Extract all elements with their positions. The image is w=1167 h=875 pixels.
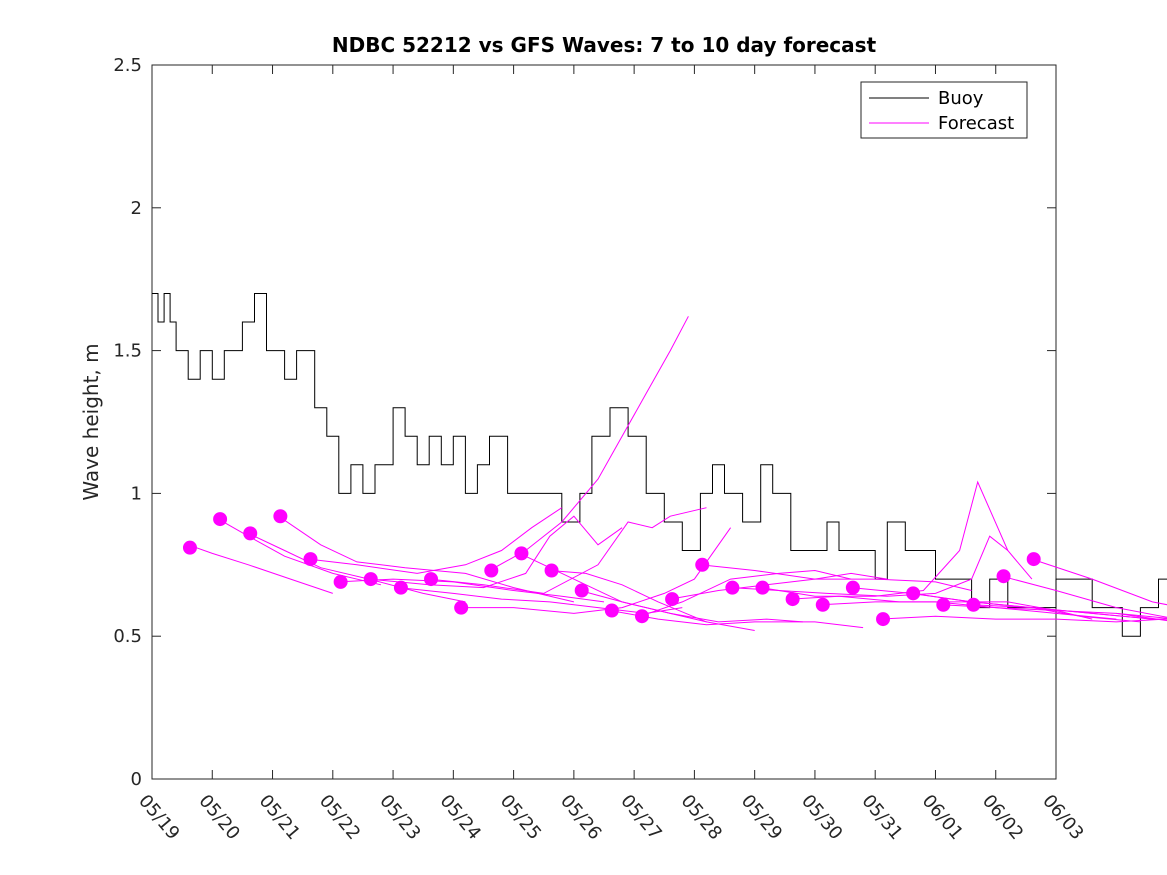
series-layer bbox=[152, 293, 1167, 637]
forecast-marker bbox=[514, 546, 529, 561]
forecast-series-line bbox=[609, 610, 864, 629]
chart-title: NDBC 52212 vs GFS Waves: 7 to 10 day for… bbox=[332, 33, 877, 57]
x-tick-label: 06/01 bbox=[918, 791, 967, 844]
x-tick-label: 05/29 bbox=[737, 791, 786, 844]
forecast-series-line bbox=[218, 518, 382, 586]
forecast-series-line bbox=[971, 604, 1167, 620]
forecast-marker bbox=[303, 552, 318, 567]
x-tick-label: 05/27 bbox=[616, 791, 665, 844]
forecast-series-line bbox=[820, 601, 1117, 620]
forecast-marker bbox=[273, 509, 288, 524]
forecast-marker bbox=[363, 572, 378, 587]
forecast-marker bbox=[243, 526, 258, 541]
forecast-series-line bbox=[368, 515, 623, 589]
forecast-series-line bbox=[549, 570, 755, 631]
plot-area bbox=[151, 64, 1057, 780]
x-tick-label: 06/02 bbox=[978, 791, 1027, 844]
x-tick-label: 05/20 bbox=[194, 791, 243, 844]
forecast-series-line bbox=[700, 564, 972, 591]
x-tick-label: 05/30 bbox=[797, 791, 846, 844]
forecast-marker bbox=[454, 600, 469, 615]
forecast-marker bbox=[544, 563, 559, 578]
buoy-series-line bbox=[152, 293, 1167, 637]
forecast-marker bbox=[393, 580, 408, 595]
y-tick-label: 2.5 bbox=[113, 55, 142, 76]
x-tick-label: 05/23 bbox=[375, 791, 424, 844]
y-tick-label: 2 bbox=[131, 198, 142, 219]
forecast-marker bbox=[665, 592, 680, 607]
forecast-series-line bbox=[188, 544, 333, 594]
forecast-series-line bbox=[338, 578, 605, 603]
x-tick-label: 05/28 bbox=[677, 791, 726, 844]
x-tick-label: 05/19 bbox=[134, 791, 183, 844]
forecast-series-line bbox=[760, 480, 1033, 597]
y-axis-label: Wave height, m bbox=[79, 343, 103, 500]
legend-label-forecast: Forecast bbox=[938, 113, 1014, 134]
forecast-marker bbox=[906, 586, 921, 601]
forecast-marker bbox=[182, 540, 197, 555]
forecast-series-line bbox=[941, 604, 1167, 619]
forecast-marker bbox=[484, 563, 499, 578]
legend-box bbox=[860, 81, 1028, 139]
forecast-series-line bbox=[579, 590, 803, 623]
legend: Buoy Forecast bbox=[860, 81, 1028, 139]
forecast-series-line bbox=[429, 507, 707, 594]
y-tick-label: 0 bbox=[131, 769, 142, 790]
forecast-marker bbox=[966, 597, 981, 612]
forecast-series-line bbox=[308, 507, 563, 574]
y-tick-label: 0.5 bbox=[113, 626, 142, 647]
x-tick-label: 06/03 bbox=[1038, 791, 1087, 844]
forecast-marker bbox=[725, 580, 740, 595]
forecast-marker bbox=[936, 597, 951, 612]
forecast-series-line bbox=[248, 532, 466, 603]
forecast-series-line bbox=[1116, 612, 1167, 622]
forecast-marker bbox=[574, 583, 589, 598]
forecast-series-line bbox=[1001, 575, 1167, 618]
x-tick-label: 05/31 bbox=[857, 791, 906, 844]
forecast-marker bbox=[695, 557, 710, 572]
forecast-series-line bbox=[278, 515, 575, 603]
forecast-marker bbox=[424, 572, 439, 587]
x-tick-label: 05/24 bbox=[436, 791, 485, 844]
forecast-series-line bbox=[1031, 558, 1167, 606]
forecast-marker bbox=[213, 512, 228, 527]
legend-label-buoy: Buoy bbox=[938, 88, 984, 109]
forecast-marker bbox=[845, 580, 860, 595]
forecast-series-line bbox=[459, 527, 732, 614]
forecast-marker bbox=[634, 609, 649, 624]
x-tick-label: 05/26 bbox=[556, 791, 605, 844]
forecast-marker bbox=[785, 592, 800, 607]
forecast-series-line bbox=[670, 572, 888, 600]
y-axis: 0 0.5 1 1.5 2 2.5 bbox=[113, 55, 1056, 790]
forecast-marker bbox=[876, 612, 891, 627]
y-tick-label: 1.5 bbox=[113, 341, 142, 362]
x-tick-label: 05/21 bbox=[255, 791, 304, 844]
x-tick-label: 05/22 bbox=[315, 791, 364, 844]
forecast-marker bbox=[604, 603, 619, 618]
forecast-marker bbox=[815, 597, 830, 612]
x-tick-label: 05/25 bbox=[496, 791, 545, 844]
y-tick-label: 1 bbox=[131, 483, 142, 504]
forecast-series-line bbox=[489, 316, 689, 571]
forecast-marker bbox=[996, 569, 1011, 584]
forecast-marker bbox=[755, 580, 770, 595]
forecast-marker bbox=[1026, 552, 1041, 567]
forecast-series-line bbox=[881, 615, 1165, 623]
forecast-marker bbox=[333, 574, 348, 589]
